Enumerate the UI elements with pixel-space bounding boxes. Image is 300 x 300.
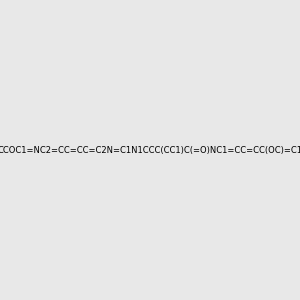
Text: CCOC1=NC2=CC=CC=C2N=C1N1CCC(CC1)C(=O)NC1=CC=CC(OC)=C1: CCOC1=NC2=CC=CC=C2N=C1N1CCC(CC1)C(=O)NC1… <box>0 146 300 154</box>
